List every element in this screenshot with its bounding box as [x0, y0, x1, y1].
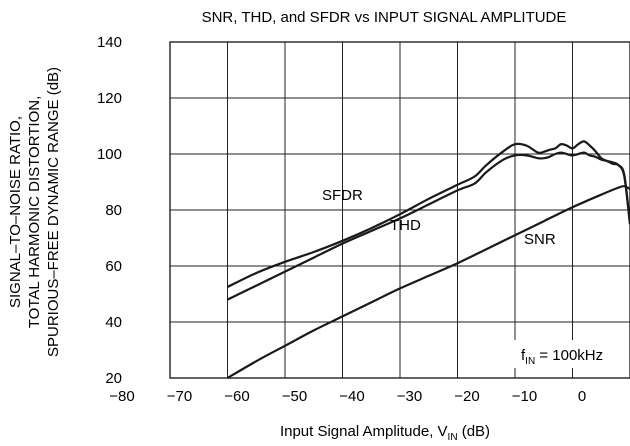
x-tick-label: −20: [454, 388, 479, 405]
series-line-sfdr: [227, 140, 630, 288]
y-tick-label: 40: [105, 314, 122, 331]
y-tick-label: 20: [105, 370, 122, 387]
frequency-annotation: fIN = 100kHz: [521, 347, 603, 367]
x-tick-labels: −80 −70 −60 −50 −40 −30 −20 −10 0: [109, 388, 586, 405]
y-tick-label: 120: [97, 90, 122, 107]
x-tick-label: −60: [224, 388, 249, 405]
y-tick-label: 100: [97, 146, 122, 163]
plot-frame: [169, 41, 630, 379]
y-tick-label: 140: [97, 34, 122, 51]
x-tick-label: −80: [109, 388, 134, 405]
series-line-snr: [226, 185, 630, 379]
x-tick-label: 0: [578, 388, 586, 405]
x-tick-label: −30: [397, 388, 422, 405]
x-tick-label: −40: [339, 388, 364, 405]
grid: [170, 42, 630, 378]
x-tick-label: −10: [512, 388, 537, 405]
series-label-snr: SNR: [524, 231, 556, 248]
series-line-thd: [227, 151, 630, 301]
series-label-thd: THD: [390, 217, 421, 234]
y-tick-labels: 20 40 60 80 100 120 140: [97, 34, 122, 387]
y-tick-label: 60: [105, 258, 122, 275]
y-axis-label-line-1: SIGNAL–TO–NOISE RATIO,: [7, 116, 24, 308]
curves: [226, 140, 630, 379]
y-axis-label-line-3: SPURIOUS–FREE DYNAMIC RANGE (dB): [45, 67, 62, 357]
x-tick-label: −70: [167, 388, 192, 405]
y-tick-label: 80: [105, 202, 122, 219]
annotation-box: [512, 340, 628, 368]
x-tick-label: −50: [282, 388, 307, 405]
series-label-sfdr: SFDR: [322, 187, 363, 204]
x-axis-label: Input Signal Amplitude, VIN (dB): [280, 423, 490, 443]
chart-title: SNR, THD, and SFDR vs INPUT SIGNAL AMPLI…: [202, 9, 567, 26]
y-axis-label-line-2: TOTAL HARMONIC DISTORTION,: [26, 96, 43, 329]
